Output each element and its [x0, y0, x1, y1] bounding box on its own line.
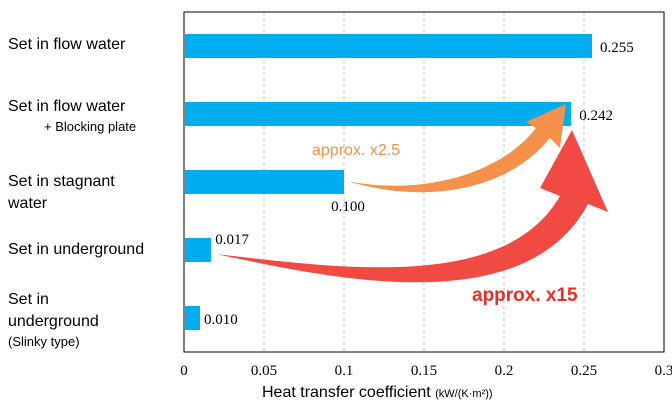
value-label: 0.242	[579, 108, 613, 124]
x-axis-title: Heat transfer coefficient (kW/(K·m²))	[262, 384, 493, 401]
value-label: 0.017	[215, 232, 249, 248]
bar	[185, 238, 212, 262]
bar	[185, 34, 592, 58]
bar	[185, 306, 200, 330]
value-label: 0.100	[331, 199, 365, 215]
plot-frame	[183, 11, 665, 353]
bar	[185, 102, 572, 126]
category-label-flow-water-blocking-plate: Set in flow water + Blocking plate	[8, 98, 137, 134]
x-tick-label: 0.2	[495, 363, 514, 379]
arrow-x2.5	[347, 104, 566, 193]
category-label-underground: Set in underground	[8, 241, 145, 258]
arrow-x15	[216, 130, 608, 283]
x-tick-label: 0.1	[335, 363, 354, 379]
category-label-flow-water: Set in flow water	[8, 36, 126, 53]
category-label-underground-slinky: Set in underground (Slinky type)	[8, 291, 99, 349]
x-tick-label: 0.05	[251, 363, 277, 379]
annotation-x15: approx. x15	[472, 285, 578, 306]
value-label: 0.255	[600, 40, 634, 56]
category-label-stagnant-water: Set in stagnant water	[8, 173, 115, 212]
bar	[185, 170, 344, 194]
x-tick-label: 0.25	[571, 363, 597, 379]
x-tick-label: 0.3	[655, 363, 672, 379]
x-tick-label: 0.15	[411, 363, 437, 379]
value-label: 0.010	[204, 312, 238, 328]
x-tick-label: 0	[180, 363, 188, 379]
annotation-x2.5: approx. x2.5	[312, 142, 400, 159]
